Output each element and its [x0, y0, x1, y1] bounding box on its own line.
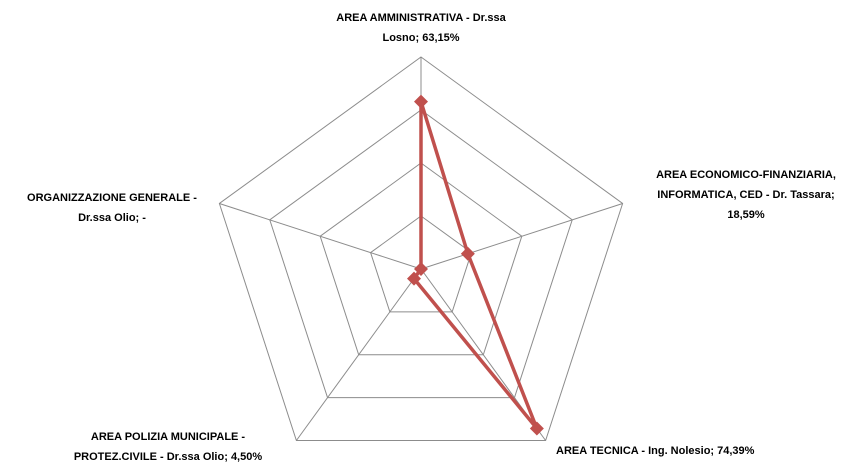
- category-name: AREA TECNICA - Ing. Nolesio;: [556, 445, 715, 457]
- category-name: AREA AMMINISTRATIVA - Dr.ssa Losno;: [336, 12, 506, 44]
- spoke: [219, 203, 422, 270]
- value-label: 63,15%: [422, 32, 460, 44]
- spoke: [295, 268, 422, 441]
- data-marker: [529, 421, 544, 436]
- data-line: [412, 99, 539, 431]
- category-label: AREA ECONOMICO-FINANZIARIA, INFORMATICA,…: [638, 165, 854, 225]
- data-marker: [460, 246, 475, 261]
- category-label: ORGANIZZAZIONE GENERALE - Dr.ssa Olio; -: [14, 188, 210, 228]
- category-label: AREA AMMINISTRATIVA - Dr.ssa Losno; 63,1…: [318, 8, 524, 48]
- value-label: 18,59%: [727, 209, 765, 221]
- category-name: AREA ECONOMICO-FINANZIARIA, INFORMATICA,…: [656, 169, 836, 201]
- category-label: AREA POLIZIA MUNICIPALE - PROTEZ.CIVILE …: [50, 427, 286, 467]
- data-marker: [414, 94, 428, 109]
- data-marker: [406, 271, 421, 286]
- grid-ring: [370, 215, 472, 313]
- grid-ring: [319, 162, 523, 356]
- category-label: AREA TECNICA - Ing. Nolesio; 74,39%: [556, 441, 754, 461]
- value-label: 74,39%: [717, 445, 755, 457]
- grid-ring: [218, 56, 624, 442]
- spoke: [420, 203, 623, 270]
- category-name: ORGANIZZAZIONE GENERALE - Dr.ssa Olio;: [27, 192, 197, 224]
- data-marker: [414, 262, 428, 276]
- value-label: -: [142, 212, 146, 224]
- value-label: 4,50%: [230, 451, 263, 463]
- category-name: AREA POLIZIA MUNICIPALE - PROTEZ.CIVILE …: [73, 431, 246, 463]
- grid-ring: [269, 109, 573, 399]
